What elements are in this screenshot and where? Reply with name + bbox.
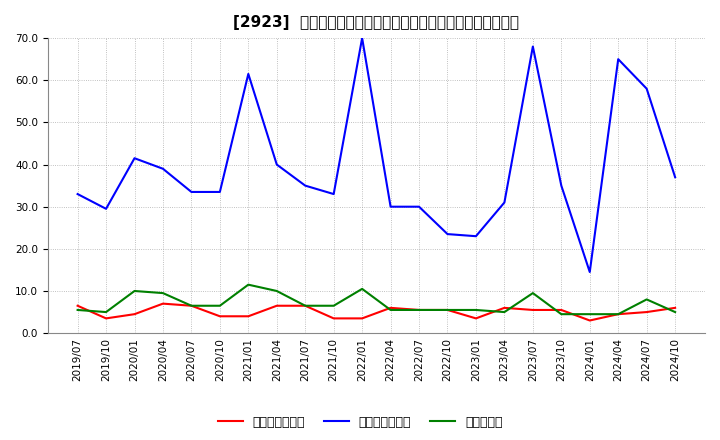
在庫回転率 [244, 282, 253, 287]
売上債権回転率 [130, 312, 139, 317]
在庫回転率 [130, 288, 139, 293]
在庫回転率 [329, 303, 338, 308]
買入債務回転率 [244, 71, 253, 77]
売上債権回転率 [358, 316, 366, 321]
在庫回転率 [472, 307, 480, 312]
在庫回転率 [444, 307, 452, 312]
買入債務回転率 [528, 44, 537, 49]
在庫回転率 [500, 309, 509, 315]
買入債務回転率 [614, 57, 623, 62]
在庫回転率 [215, 303, 224, 308]
売上債権回転率 [500, 305, 509, 311]
買入債務回転率 [215, 189, 224, 194]
売上債権回転率 [301, 303, 310, 308]
買入債務回転率 [472, 234, 480, 239]
売上債権回転率 [671, 305, 680, 311]
在庫回転率 [358, 286, 366, 292]
在庫回転率 [585, 312, 594, 317]
売上債権回転率 [158, 301, 167, 306]
在庫回転率 [102, 309, 110, 315]
売上債権回転率 [415, 307, 423, 312]
売上債権回転率 [444, 307, 452, 312]
売上債権回転率 [215, 314, 224, 319]
買入債務回転率 [73, 191, 82, 197]
買入債務回転率 [557, 183, 566, 188]
買入債務回転率 [187, 189, 196, 194]
在庫回転率 [301, 303, 310, 308]
Line: 売上債権回転率: 売上債権回転率 [78, 304, 675, 320]
買入債務回転率 [444, 231, 452, 237]
在庫回転率 [671, 309, 680, 315]
売上債権回転率 [614, 312, 623, 317]
買入債務回転率 [642, 86, 651, 92]
売上債権回転率 [472, 316, 480, 321]
Line: 買入債務回転率: 買入債務回転率 [78, 38, 675, 272]
売上債権回転率 [642, 309, 651, 315]
売上債権回転率 [102, 316, 110, 321]
買入債務回転率 [671, 175, 680, 180]
在庫回転率 [386, 307, 395, 312]
買入債務回転率 [500, 200, 509, 205]
買入債務回転率 [272, 162, 281, 167]
買入債務回転率 [102, 206, 110, 212]
買入債務回転率 [386, 204, 395, 209]
在庫回転率 [272, 288, 281, 293]
買入債務回転率 [301, 183, 310, 188]
在庫回転率 [73, 307, 82, 312]
在庫回転率 [642, 297, 651, 302]
在庫回転率 [415, 307, 423, 312]
売上債権回転率 [557, 307, 566, 312]
買入債務回転率 [358, 36, 366, 41]
Line: 在庫回転率: 在庫回転率 [78, 285, 675, 314]
買入債務回転率 [130, 156, 139, 161]
買入債務回転率 [158, 166, 167, 172]
在庫回転率 [187, 303, 196, 308]
在庫回転率 [158, 290, 167, 296]
売上債権回転率 [585, 318, 594, 323]
売上債権回転率 [187, 303, 196, 308]
売上債権回転率 [386, 305, 395, 311]
売上債権回転率 [73, 303, 82, 308]
在庫回転率 [557, 312, 566, 317]
売上債権回転率 [329, 316, 338, 321]
在庫回転率 [614, 312, 623, 317]
Title: [2923]  売上債権回転率、買入債務回転率、在庫回転率の推移: [2923] 売上債権回転率、買入債務回転率、在庫回転率の推移 [233, 15, 519, 30]
買入債務回転率 [329, 191, 338, 197]
売上債権回転率 [528, 307, 537, 312]
在庫回転率 [528, 290, 537, 296]
売上債権回転率 [244, 314, 253, 319]
買入債務回転率 [585, 269, 594, 275]
Legend: 売上債権回転率, 買入債務回転率, 在庫回転率: 売上債権回転率, 買入債務回転率, 在庫回転率 [212, 411, 508, 434]
売上債権回転率 [272, 303, 281, 308]
買入債務回転率 [415, 204, 423, 209]
